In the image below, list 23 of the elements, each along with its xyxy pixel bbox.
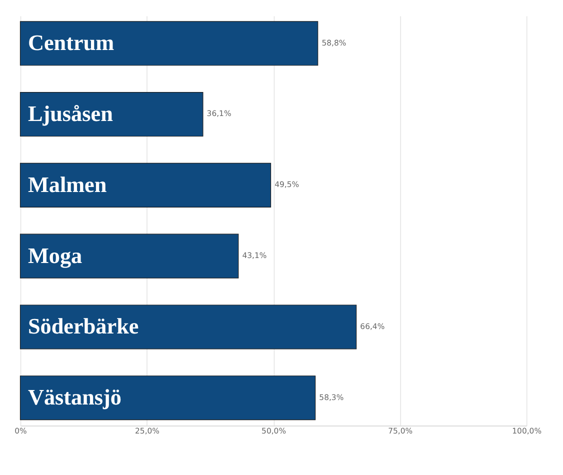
- y-tick-label: Ljusåsen: [28, 101, 113, 126]
- data-label: 49,5%: [274, 180, 300, 190]
- y-tick-label: Malmen: [28, 172, 107, 197]
- data-label: 36,1%: [206, 109, 232, 118]
- data-label: 58,3%: [319, 392, 344, 402]
- bar: [20, 92, 204, 137]
- bar: [20, 304, 357, 350]
- x-tick-label: 75,0%: [388, 426, 413, 436]
- x-tick-label: 50,0%: [262, 426, 286, 436]
- y-tick-label: Moga: [28, 242, 82, 268]
- bar: [20, 234, 239, 278]
- x-tick-label: 100,0%: [512, 426, 542, 436]
- x-tick-label: 25,0%: [135, 426, 160, 436]
- y-tick-label: Centrum: [28, 30, 115, 56]
- bar: [20, 21, 318, 66]
- bar: [20, 376, 316, 420]
- data-label: 58,8%: [322, 38, 346, 48]
- bar: [20, 162, 272, 208]
- y-tick-label: Västansjö: [28, 384, 122, 410]
- x-tick-label: 0%: [14, 426, 27, 436]
- y-tick-label: Söderbärke: [28, 314, 139, 339]
- data-label: 66,4%: [360, 322, 385, 331]
- data-label: 43,1%: [242, 250, 267, 260]
